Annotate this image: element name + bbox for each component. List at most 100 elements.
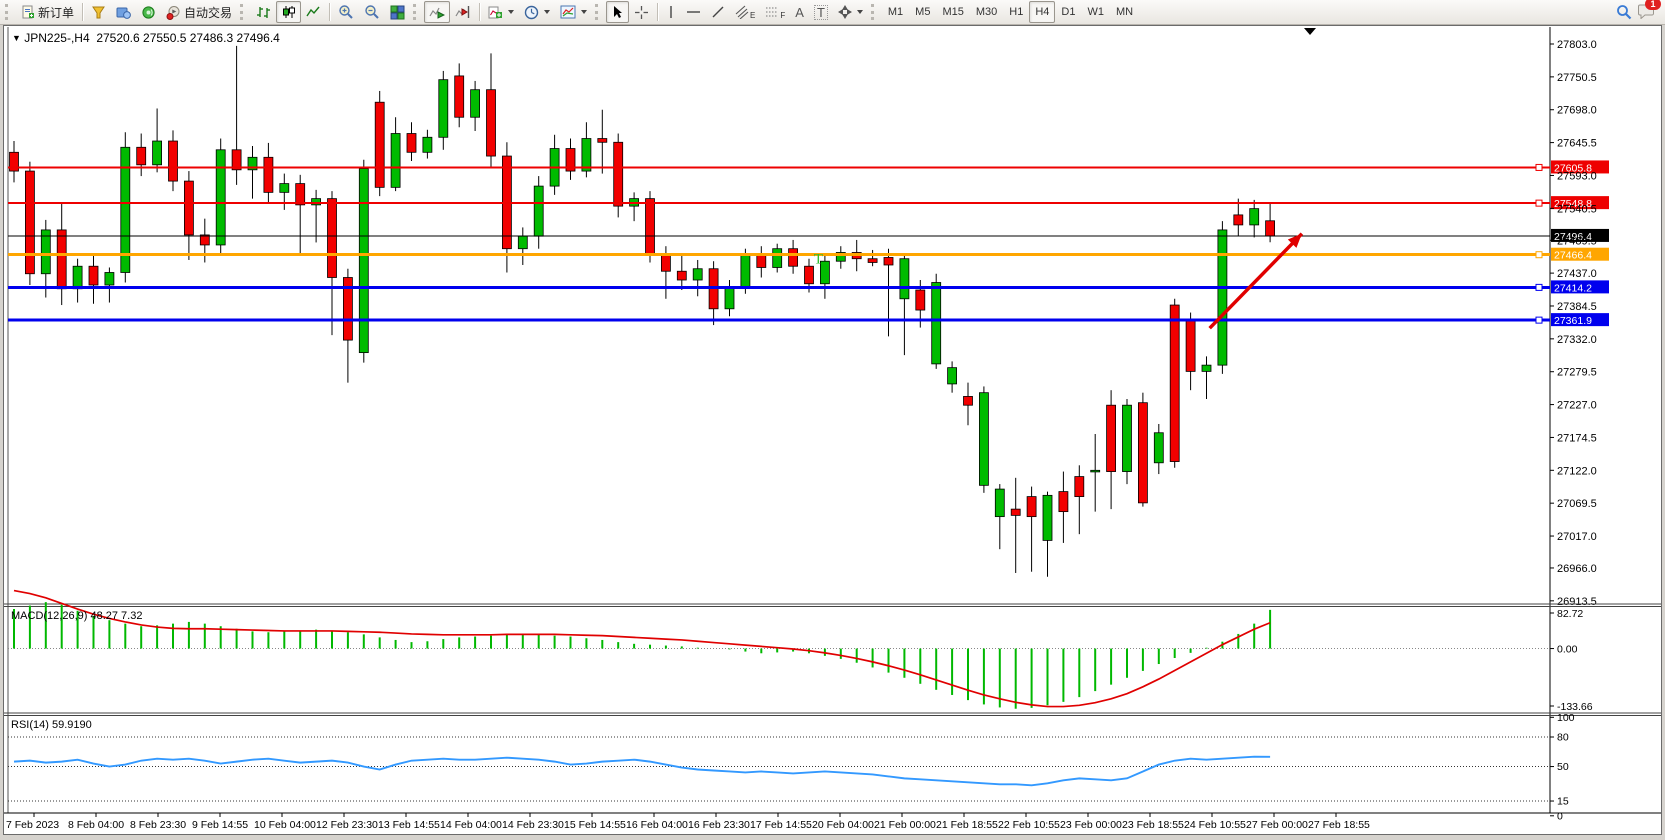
channel-tool-button[interactable]: E: [730, 1, 760, 23]
rsi-tick-label: 0: [1557, 810, 1563, 822]
timeframe-button-w1[interactable]: W1: [1087, 6, 1104, 18]
bull-candle: [311, 198, 322, 206]
price-line-badge-text: 27548.8: [1554, 198, 1592, 210]
navigator-button[interactable]: [111, 1, 136, 23]
bear-candle: [915, 289, 926, 311]
bear-candle: [406, 133, 417, 153]
toolbar-separator: [657, 3, 659, 21]
cursor-tool-button[interactable]: [606, 1, 630, 23]
price-tick-label: 27540.5: [1557, 203, 1597, 215]
notifications-button[interactable]: 1: [1638, 0, 1661, 22]
autotrading-icon: [166, 5, 180, 20]
timeframe-button-h1[interactable]: H1: [1009, 6, 1024, 18]
price-line-badge-text: 27496.4: [1554, 231, 1592, 243]
bull-candle: [899, 258, 910, 300]
toolbar-grip[interactable]: [595, 4, 603, 20]
timeframe-button-mn[interactable]: MN: [1115, 6, 1134, 18]
new-order-button[interactable]: 新订单: [16, 1, 79, 23]
market-watch-button[interactable]: [86, 1, 111, 23]
horizontal-line-tool-button[interactable]: [681, 1, 706, 23]
templates-caret: [581, 10, 588, 14]
bear-candle: [88, 265, 99, 286]
news-button[interactable]: [136, 1, 161, 23]
time-axis-label: 16 Feb 23:30: [688, 819, 750, 831]
trendline-tool-button[interactable]: [706, 1, 730, 23]
fibonacci-tool-button[interactable]: F: [760, 1, 790, 23]
line-handle[interactable]: [1535, 316, 1543, 324]
arrows-tool-button[interactable]: [833, 1, 868, 23]
text-tool-button[interactable]: A: [790, 1, 809, 23]
toolbar-grip[interactable]: [5, 4, 13, 20]
timeframe-button-m1[interactable]: M1: [887, 6, 904, 18]
autotrading-button[interactable]: 自动交易: [161, 1, 237, 23]
bear-candle: [645, 198, 655, 256]
periods-button[interactable]: [519, 1, 555, 23]
bull-candle: [120, 146, 131, 273]
bear-candle: [597, 138, 608, 143]
chart-shift-marker[interactable]: [1304, 28, 1316, 35]
macd-tick-label: 0.00: [1557, 644, 1578, 656]
zoom-in-button[interactable]: [333, 1, 359, 23]
toolbar-separator: [82, 3, 84, 21]
bear-candle: [661, 254, 671, 272]
bull-candle: [390, 133, 401, 188]
bull-candle: [247, 156, 258, 171]
vertical-line-tool-button[interactable]: [661, 1, 681, 23]
crosshair-tool-button[interactable]: [629, 1, 654, 23]
chart-window: 27605.8 27548.8 27496.4 27466.4 27414.2 27361…: [3, 25, 1662, 835]
chart-collapse-icon[interactable]: ▼: [12, 33, 21, 43]
toolbar-grip[interactable]: [870, 4, 879, 20]
bear-candle: [1058, 491, 1069, 513]
chart-canvas[interactable]: 27605.8 27548.8 27496.4 27466.4 27414.2 27361…: [4, 26, 1661, 834]
templates-button[interactable]: [555, 1, 592, 23]
chart-shift-button[interactable]: [450, 1, 476, 23]
line-handle[interactable]: [1535, 199, 1543, 207]
horizontal-line-icon: [687, 11, 701, 13]
time-axis-label: 23 Feb 00:00: [1060, 819, 1122, 831]
bear-candle: [1010, 508, 1021, 516]
toolbar-separator: [479, 3, 481, 21]
candlestick-chart-button[interactable]: [276, 1, 302, 23]
timeframe-button-d1[interactable]: D1: [1061, 6, 1076, 18]
line-handle[interactable]: [1535, 283, 1543, 291]
timeframe-button-h4[interactable]: H4: [1029, 1, 1056, 23]
bull-candle: [422, 136, 433, 153]
time-axis-label: 8 Feb 23:30: [130, 819, 186, 831]
line-handle[interactable]: [1535, 163, 1543, 171]
bear-candle: [1265, 220, 1275, 237]
zoom-out-icon: [365, 5, 379, 19]
text-annotation-T[interactable]: T: [814, 252, 823, 268]
price-tick-label: 27017.0: [1557, 531, 1597, 543]
bar-chart-button[interactable]: [251, 1, 276, 23]
fibonacci-icon: [766, 7, 779, 17]
line-chart-button[interactable]: [301, 1, 326, 23]
cursor-icon: [614, 6, 623, 18]
bear-candle: [1106, 404, 1116, 472]
bull-candle: [947, 367, 957, 385]
toolbar-grip[interactable]: [413, 4, 421, 20]
time-axis-label: 17 Feb 14:55: [750, 819, 812, 831]
main-toolbar: 新订单 自动交易: [0, 0, 1665, 25]
bear-candle: [1138, 402, 1148, 504]
bull-candle: [820, 260, 830, 285]
line-handle[interactable]: [1535, 251, 1543, 259]
timeframe-button-m5[interactable]: M5: [915, 6, 931, 18]
bull-candle: [772, 248, 783, 268]
timeframe-button-m15[interactable]: M15: [942, 6, 964, 18]
time-axis-label: 7 Feb 2023: [6, 819, 59, 831]
trendline-icon: [712, 6, 724, 18]
toolbar-grip[interactable]: [240, 4, 248, 20]
channel-letter: E: [750, 10, 756, 20]
auto-scroll-button[interactable]: [424, 1, 451, 23]
add-indicator-button[interactable]: [483, 1, 519, 23]
macd-tick-label: -133.66: [1557, 701, 1593, 713]
zoom-out-button[interactable]: [359, 1, 385, 23]
price-tick-label: 27332.0: [1557, 334, 1597, 346]
text-label-tool-button[interactable]: T: [809, 1, 833, 23]
trend-arrow-line[interactable]: [1208, 232, 1304, 330]
notification-badge: 1: [1645, 0, 1661, 10]
tile-windows-button[interactable]: [385, 1, 410, 23]
search-icon[interactable]: [1616, 4, 1632, 20]
trend-arrow-head[interactable]: [1287, 233, 1302, 248]
timeframe-button-m30[interactable]: M30: [975, 6, 998, 18]
